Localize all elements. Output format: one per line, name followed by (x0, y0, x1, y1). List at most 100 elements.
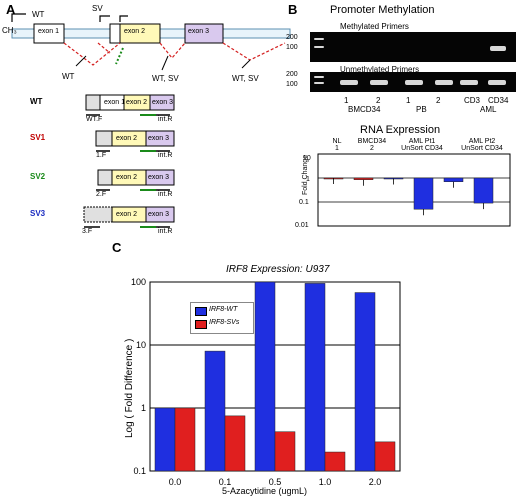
chart-title: IRF8 Expression: U937 (226, 264, 330, 275)
panel-b-label: B (288, 2, 298, 17)
isoform-sv2-exon3: exon 3 (148, 174, 170, 181)
lane-group-pb: PB (416, 105, 427, 114)
legend-label-wt: IRF8-WT (209, 306, 238, 313)
legend-swatch-wt (195, 307, 207, 316)
lane-num-4: 2 (436, 96, 441, 105)
rna-expression-chart (317, 153, 511, 227)
isoform-sv3-name: SV3 (30, 209, 46, 218)
chart-xlabel: 5-Azacytidine (ugmL) (222, 486, 308, 496)
rna-ytick-10: 10 (303, 155, 311, 162)
wt-tss-arrow (11, 13, 26, 22)
chart-legend: IRF8-WT IRF8-SVs (190, 302, 254, 334)
isoform-wt-exon1: exon 1 (104, 99, 126, 106)
bar-IRF8-WT-0.0 (154, 407, 176, 472)
isoform-sv3-fwd: 3.F (82, 228, 93, 235)
isoform-sv2-name: SV2 (30, 172, 46, 181)
exon-3-label: exon 3 (188, 28, 210, 35)
isoform-sv1-exon3: exon 3 (148, 135, 170, 142)
unmethylated-gel (310, 72, 516, 92)
isoform-sv3-exon2: exon 2 (116, 211, 138, 218)
rna-group-label-3: AML Pt1 UnSort CD34 (401, 138, 443, 152)
sv-tss-label: SV (92, 4, 103, 13)
chart-ylabel: Log ( Fold Difference ) (124, 338, 135, 438)
bar-IRF8-SVs-0.5 (274, 431, 296, 472)
unmethylated-primers-label: Unmethylated Primers (340, 65, 420, 74)
bar-IRF8-WT-2.0 (354, 292, 376, 472)
sv-exon-box (109, 23, 121, 44)
rna-title: RNA Expression (360, 124, 441, 136)
sv-tss-arrow-2 (119, 15, 128, 22)
legend-swatch-svs (195, 320, 207, 329)
rna-ytick-01: 0.1 (299, 199, 309, 206)
gel1-bp-100: 100 (286, 44, 298, 51)
rna-group-label-1: NL 1 (332, 138, 342, 152)
methylated-primers-label: Methylated Primers (340, 22, 409, 31)
methylation-title: Promoter Methylation (330, 4, 435, 16)
bar-IRF8-WT-0.1 (204, 350, 226, 472)
ytick-label: 0.1 (133, 466, 146, 476)
rna-group-label-2: BMCD34 2 (357, 138, 387, 152)
rna-group-label-4: AML Pt2 UnSort CD34 (461, 138, 503, 152)
isoform-sv3 (83, 206, 175, 228)
isoform-wt-name: WT (30, 97, 43, 106)
bar-IRF8-SVs-0.0 (174, 407, 196, 472)
isoform-wt-exon3: exon 3 (152, 99, 174, 106)
exon-1-label: exon 1 (38, 28, 60, 35)
exon-2-label: exon 2 (124, 28, 146, 35)
gel2-bp-100: 100 (286, 81, 298, 88)
gel1-bp-200: 200 (286, 34, 298, 41)
xtick-label: 0.1 (219, 477, 232, 487)
rna-bar (353, 177, 374, 180)
bar-IRF8-WT-1.0 (304, 283, 326, 472)
isoform-sv2 (96, 169, 175, 191)
isoform-sv1-rev: int.R (158, 152, 173, 159)
isoform-wt-rev: int.R (158, 116, 173, 123)
isoform-wt (85, 94, 175, 116)
lane-num-1: 1 (344, 96, 349, 105)
xtick-label: 2.0 (369, 477, 382, 487)
sv-tss-arrow (99, 15, 110, 22)
junction-label-3: WT, SV (232, 74, 259, 83)
panel-c-label: C (112, 240, 122, 255)
lane-cd34: CD34 (488, 96, 509, 105)
ytick-label: 10 (136, 340, 146, 350)
isoform-sv2-fwd: 2.F (96, 191, 107, 198)
rna-bar (413, 177, 434, 210)
xtick-label: 0.5 (269, 477, 282, 487)
methylated-gel (310, 32, 516, 62)
bar-IRF8-SVs-2.0 (374, 441, 396, 472)
gel2-bp-200: 200 (286, 71, 298, 78)
rna-ytick-001: 0.01 (295, 222, 309, 229)
pointer-lines (75, 55, 251, 71)
lane-cd3: CD3 (464, 96, 481, 105)
legend-label-svs: IRF8-SVs (209, 319, 240, 326)
rna-bar (443, 177, 464, 182)
xtick-label: 0.0 (169, 477, 182, 487)
isoform-sv3-rev: int.R (158, 228, 173, 235)
ch3-label: CH₃ (2, 26, 17, 35)
isoform-sv1-name: SV1 (30, 133, 46, 142)
junction-label-1: WT (62, 72, 75, 81)
green-marks (115, 47, 124, 65)
isoform-sv1-fwd: 1.F (96, 152, 107, 159)
exon-1-box (33, 23, 65, 44)
exon-3-box (184, 23, 224, 44)
xtick-label: 1.0 (319, 477, 332, 487)
ytick-label: 100 (131, 277, 146, 287)
lane-num-2: 2 (376, 96, 381, 105)
lane-group-aml: AML (480, 105, 497, 114)
isoform-wt-exon2: exon 2 (126, 99, 148, 106)
isoform-wt-fwd: WT.F (86, 116, 103, 123)
bar-IRF8-SVs-0.1 (224, 415, 246, 472)
ytick-label: 1 (141, 403, 146, 413)
rna-bar (473, 177, 494, 204)
panel-a-label: A (6, 2, 16, 17)
lane-num-3: 1 (406, 96, 411, 105)
isoform-sv3-exon3: exon 3 (148, 211, 170, 218)
bar-IRF8-WT-0.5 (254, 281, 276, 472)
isoform-sv1 (95, 130, 175, 152)
rna-ytick-1: 1 (306, 176, 310, 183)
bar-IRF8-SVs-1.0 (324, 451, 346, 472)
isoform-sv2-rev: int.R (158, 191, 173, 198)
junction-label-2: WT, SV (152, 74, 179, 83)
